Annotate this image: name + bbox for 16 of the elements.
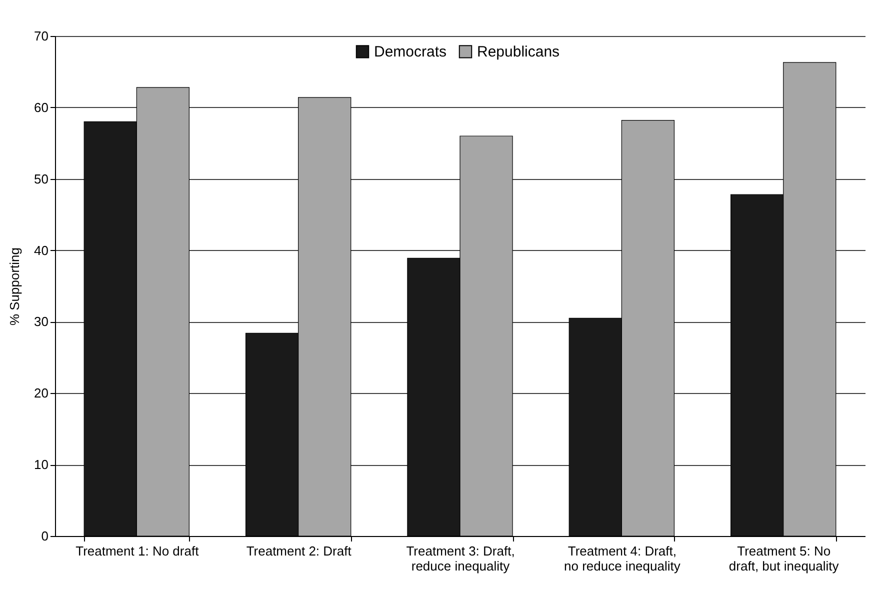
y-tick-label: 50	[34, 171, 48, 186]
x-tick-label: Treatment 1: No draft	[76, 544, 200, 558]
x-tick-label: Treatment 4: Draft, no reduce inequality	[564, 544, 681, 574]
y-tick-label: 10	[34, 457, 48, 472]
y-tick-label: 0	[41, 528, 48, 544]
x-tick-label: Treatment 5: No draft, but inequality	[728, 544, 840, 574]
y-tick-label: 70	[34, 28, 48, 44]
x-tick-label: Treatment 3: Draft, reduce inequality	[406, 544, 515, 574]
y-tick-label: 30	[34, 314, 48, 330]
y-tick-label: 40	[34, 242, 48, 258]
legend-label: Democrats	[374, 44, 447, 61]
y-axis-title: % Supporting	[7, 247, 22, 326]
y-tick-label: 20	[34, 386, 48, 401]
x-tick-label: Treatment 2: Draft	[246, 544, 352, 558]
y-tick-label: 60	[34, 100, 48, 115]
legend-label: Republicans	[477, 44, 560, 61]
